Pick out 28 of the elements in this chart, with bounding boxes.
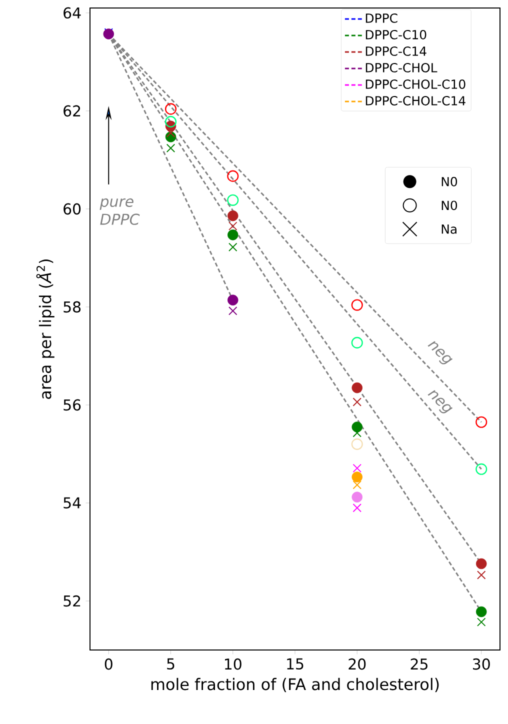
annotation: pure DPPC [100, 198, 140, 225]
legend-label: N0 [442, 200, 458, 210]
x-axis-title: mole fraction of (FA and cholesterol) [151, 678, 439, 692]
y-tick-label: 52 [64, 595, 80, 607]
legend-label: N0 [442, 176, 458, 186]
x-tick-label: 20 [348, 658, 366, 670]
y-tick-label: 60 [64, 203, 81, 215]
y-tick-label: 56 [64, 399, 81, 411]
y-tick-label: 54 [64, 497, 81, 509]
x-tick-label: 15 [287, 658, 304, 670]
legend-label: DPPC-CHOL [366, 63, 438, 72]
legend-label: DPPC-C10 [366, 30, 426, 40]
x-tick-label: 10 [225, 658, 242, 670]
x-tick-label: 30 [472, 658, 490, 670]
y-tick-label: 64 [64, 7, 81, 19]
legend-label: Na [442, 224, 456, 234]
legend-label: DPPC-CHOL-C10 [366, 80, 466, 89]
x-tick-label: 25 [410, 658, 428, 670]
y-tick-label: 58 [64, 301, 81, 313]
x-tick-label: 0 [104, 658, 112, 670]
y-tick-label: 62 [64, 105, 80, 117]
annotation: neg [428, 341, 453, 364]
x-tick-label: 5 [167, 658, 174, 670]
legend-label: DPPC-C14 [366, 46, 426, 56]
annotation: neg [428, 390, 453, 414]
y-axis-title: area per lipid (Å$^{2}$) [36, 260, 54, 399]
legend-label: DPPC-CHOL-C14 [366, 96, 466, 106]
legend-label: DPPC [366, 13, 398, 23]
